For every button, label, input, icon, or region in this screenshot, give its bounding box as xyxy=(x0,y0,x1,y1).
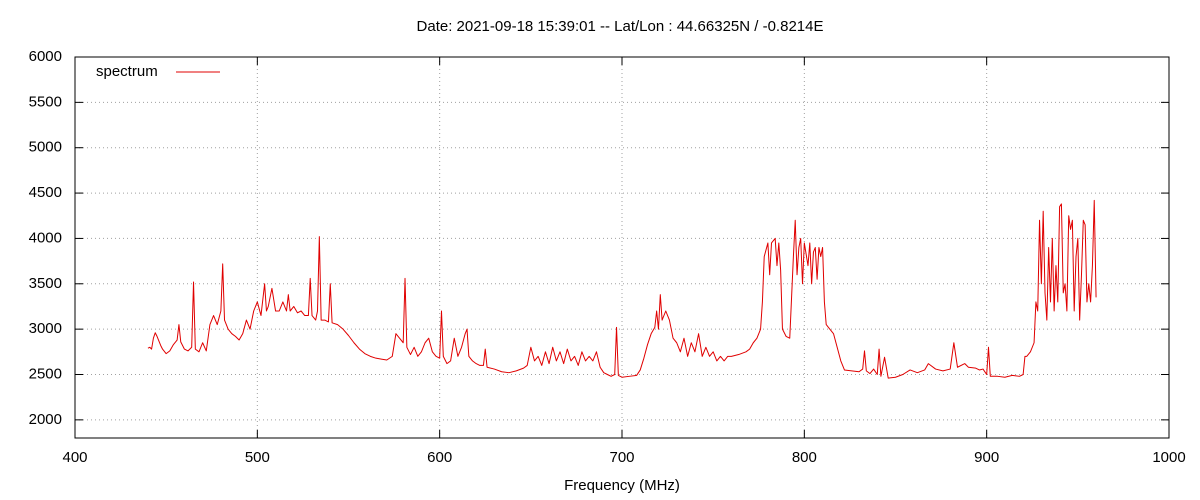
legend-label: spectrum xyxy=(96,63,158,80)
y-tick-label: 3000 xyxy=(29,320,62,337)
y-tick-label: 6000 xyxy=(29,48,62,65)
plot-border xyxy=(74,56,1170,439)
x-tick-label: 1000 xyxy=(1152,449,1185,466)
y-tick-label: 5500 xyxy=(29,93,62,110)
y-tick-label: 4500 xyxy=(29,184,62,201)
x-tick-label: 800 xyxy=(792,449,817,466)
y-tick-label: 2500 xyxy=(29,365,62,382)
x-tick-label: 400 xyxy=(62,449,87,466)
spectrum-line xyxy=(147,199,1097,379)
y-tick-label: 3500 xyxy=(29,275,62,292)
x-tick-label: 900 xyxy=(974,449,999,466)
x-tick-label: 600 xyxy=(427,449,452,466)
x-axis-label: Frequency (MHz) xyxy=(564,477,680,494)
y-tick-label: 5000 xyxy=(29,139,62,156)
chart-title: Date: 2021-09-18 15:39:01 -- Lat/Lon : 4… xyxy=(417,18,824,35)
x-tick-label: 500 xyxy=(245,449,270,466)
x-tick-label: 700 xyxy=(609,449,634,466)
y-tick-label: 4000 xyxy=(29,229,62,246)
y-tick-label: 2000 xyxy=(29,411,62,428)
